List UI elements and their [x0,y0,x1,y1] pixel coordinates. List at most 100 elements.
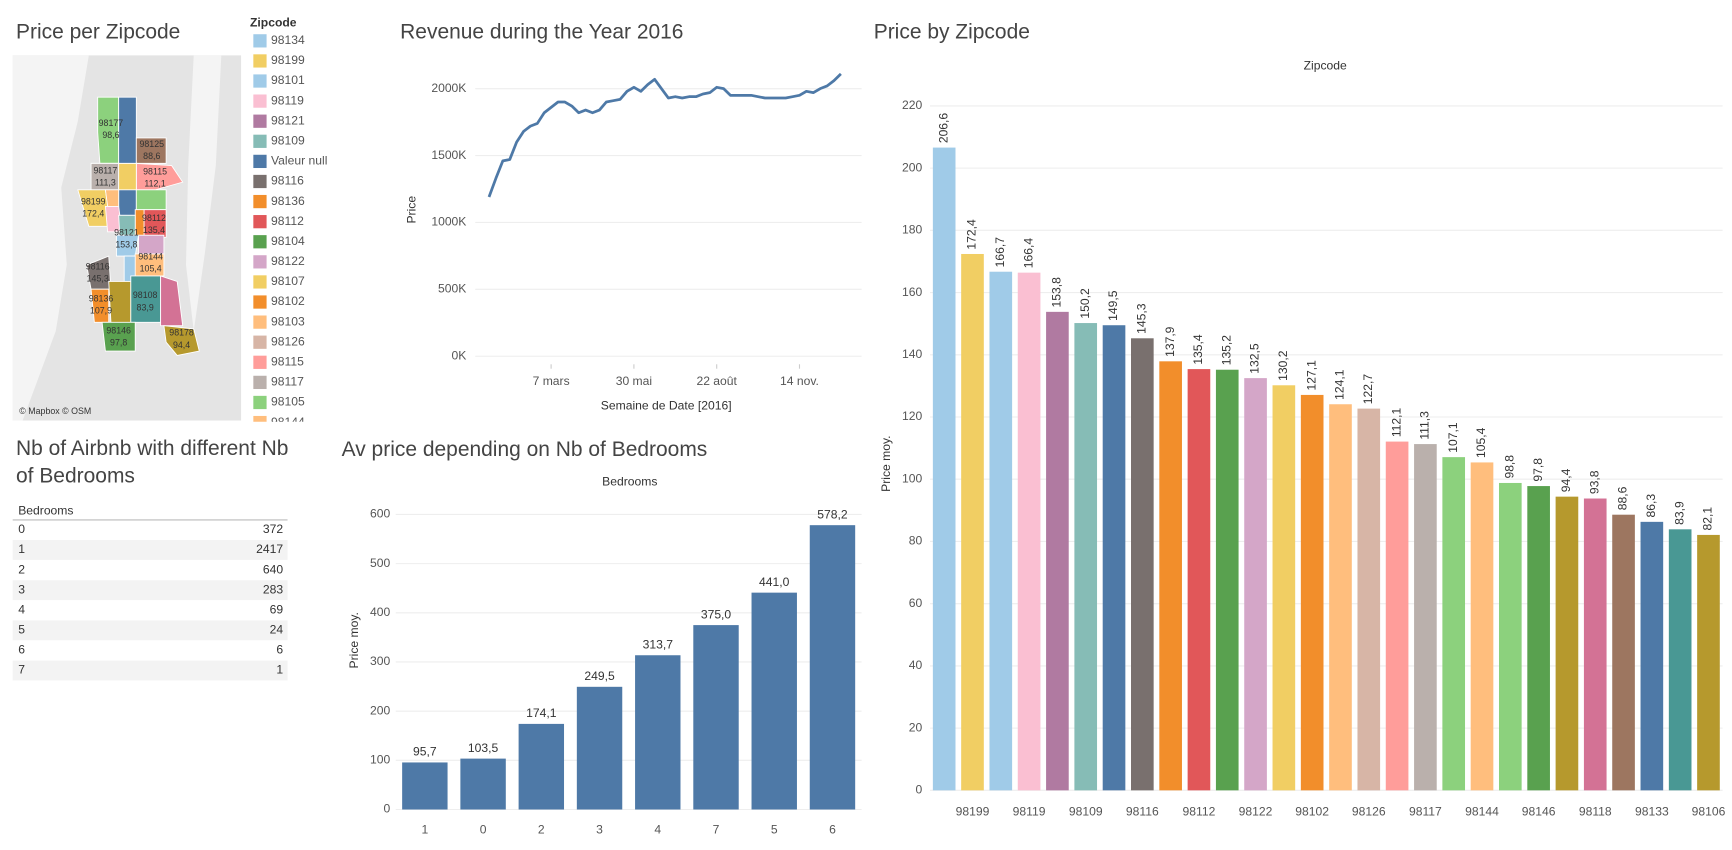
y-tick-label: 140 [902,347,922,361]
legend-swatch [253,415,267,422]
y-tick-label: 2000K [431,81,466,95]
legend-label: 98134 [271,33,305,47]
legend-label: 98119 [271,93,304,107]
legend-label: 98136 [271,194,305,208]
y-tick-label: 100 [902,471,922,485]
table-cell: 640 [263,562,283,576]
chart-header: Bedrooms [602,475,657,489]
zip-area [163,325,200,356]
bar [1074,323,1098,791]
value-label: 86,3 [1644,494,1658,518]
value-label: 82,1 [1701,507,1715,531]
bar [1640,521,1664,791]
chart: Av price depending on Nb of Bedrooms Bedr… [342,438,862,836]
x-tick-label: 98146 [1522,805,1556,819]
x-tick-label: 3 [596,822,603,836]
map-price-label: 111,3 [95,178,116,188]
legend-swatch [253,215,267,229]
legend-swatch [253,235,267,249]
table-cell: 24 [270,623,284,637]
map-zip-label: 98136 [89,293,114,303]
x-tick-label: 7 mars [533,374,570,388]
y-tick-label: 40 [909,658,923,672]
y-axis-title: Price [405,196,419,224]
bar [1102,325,1126,791]
x-tick-label: 98117 [1409,805,1442,819]
value-label: 94,4 [1559,468,1573,492]
value-label: 130,2 [1276,350,1290,381]
y-tick-label: 120 [902,409,922,423]
bar [1414,444,1437,791]
bar [1215,369,1239,791]
table-cell: 5 [18,623,25,637]
map: 98177 98,6 98125 88,6 98115 112,1 98117 111,3 98… [12,55,242,421]
y-tick-label: 180 [902,223,922,237]
bar [1159,361,1182,791]
legend-label: 98101 [271,73,305,87]
bar [1244,378,1267,791]
legend-label: 98144 [271,415,305,429]
chart: Revenue during the Year 2016 Semaine de D… [400,21,862,412]
x-tick-label: 98122 [1239,805,1273,819]
legend-label: 98107 [271,274,305,288]
x-tick-label: 98119 [1013,805,1046,819]
bar [751,592,797,810]
x-tick-label: 2 [538,822,545,836]
value-label: 112,1 [1389,407,1403,437]
legend-swatch [253,375,267,390]
legend-swatch [253,194,267,209]
bar [1442,457,1466,791]
zip-area [160,275,184,327]
value-label: 135,4 [1191,334,1205,365]
x-tick-label: 4 [654,822,661,836]
bar [1329,404,1352,791]
table-cell: 283 [263,582,283,596]
table-row-band [12,660,288,681]
legend-label: 98112 [271,214,304,228]
legend-label: 98121 [271,113,305,127]
zip-area [118,162,137,191]
value-label: 111,3 [1418,411,1432,440]
table-title-box: Nb of Airbnb with different Nb of Bedroo… [16,437,288,488]
legend-label: 98126 [271,334,305,348]
value-label: 105,4 [1474,427,1488,458]
value-label: 137,9 [1163,326,1177,357]
y-tick-label: 1500K [431,148,466,162]
y-tick-label: 1000K [431,215,466,229]
charts: Revenue during the Year 2016 Semaine de D… [342,21,1726,837]
value-label: 107,1 [1446,422,1460,453]
value-label: 145,3 [1135,303,1149,334]
legend-label: 98115 [271,355,304,369]
x-tick-label: 1 [421,822,428,836]
value-label: 375,0 [701,607,732,621]
y-tick-label: 0 [916,783,923,797]
value-label: 93,8 [1587,470,1601,494]
legend-label: 98103 [271,314,305,328]
map-price-label: 153,8 [115,239,137,249]
value-label: 103,5 [468,741,499,755]
map-labels: 98177 98,6 98125 88,6 98115 112,1 98117 111,3 98… [81,118,194,350]
x-tick-label: 98102 [1295,805,1329,819]
legend-swatch [253,295,267,309]
legend-swatch [253,54,267,68]
value-label: 122,7 [1361,374,1375,405]
table-header: Bedrooms [18,503,73,517]
bar [693,625,739,810]
bar [1612,514,1635,791]
table-cell: 1 [276,663,283,677]
value-label: 578,2 [817,507,848,521]
x-tick-label: 98144 [1465,805,1499,819]
table-row-band [12,620,288,641]
value-label: 172,4 [965,219,979,250]
y-tick-label: 400 [370,605,390,619]
value-label: 88,6 [1616,486,1630,510]
legend-swatch [253,255,267,269]
value-label: 166,4 [1021,238,1035,269]
table-cell: 0 [18,522,25,536]
y-tick-label: 80 [909,534,923,548]
table: 0 372 1 2417 2 640 3 283 4 69 5 24 6 6 7 1 [12,522,288,681]
x-tick-label: 6 [829,822,836,836]
y-tick-label: 300 [370,654,390,668]
legend-label: 98122 [271,254,305,268]
x-tick-label: 14 nov. [780,374,819,388]
